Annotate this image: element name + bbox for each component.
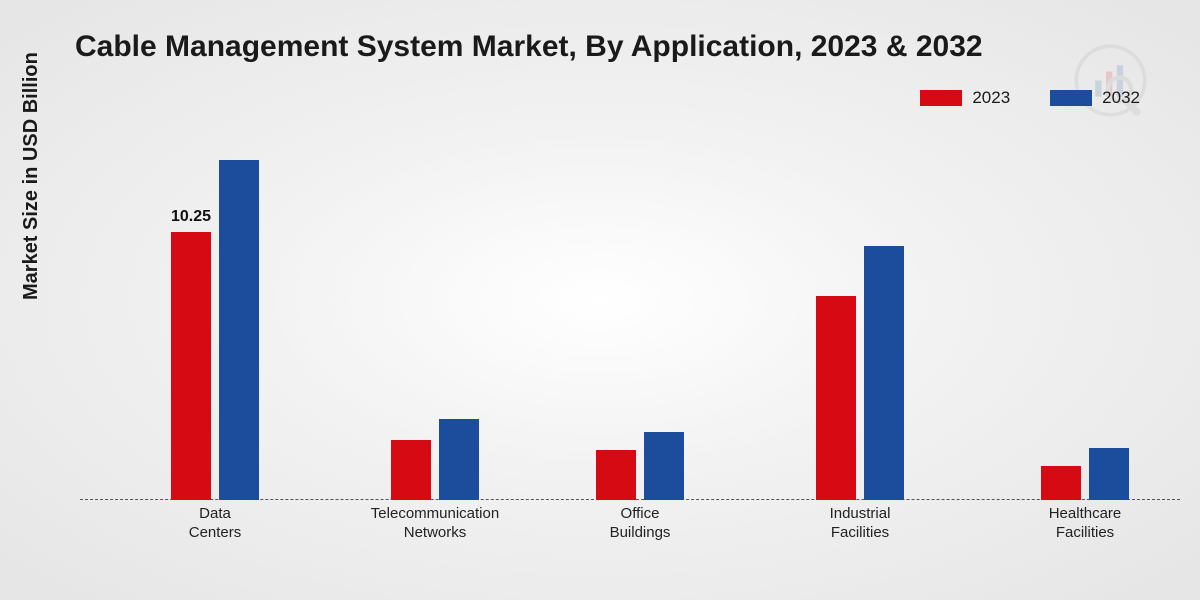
bar-2032-2 bbox=[644, 432, 684, 500]
plot-area: 10.25 bbox=[80, 160, 1180, 500]
legend: 2023 2032 bbox=[920, 88, 1140, 108]
xlabel-2: Office Buildings bbox=[610, 505, 671, 543]
bar-2023-3 bbox=[816, 296, 856, 500]
xlabel-0-line2: Centers bbox=[189, 524, 242, 541]
xlabel-1-line2: Networks bbox=[404, 524, 467, 541]
bar-value-label: 10.25 bbox=[171, 208, 211, 226]
xlabel-2-line2: Buildings bbox=[610, 524, 671, 541]
bar-2023-0 bbox=[171, 232, 211, 500]
xlabel-3-line1: Industrial bbox=[830, 505, 891, 522]
legend-swatch-2023 bbox=[920, 90, 962, 106]
xlabel-0: Data Centers bbox=[189, 505, 242, 543]
bar-2032-4 bbox=[1089, 448, 1129, 500]
xlabel-0-line1: Data bbox=[199, 505, 231, 522]
legend-swatch-2032 bbox=[1050, 90, 1092, 106]
xlabel-1: Telecommunication Networks bbox=[371, 505, 499, 543]
xlabel-4-line1: Healthcare bbox=[1049, 505, 1122, 522]
xlabel-2-line1: Office bbox=[621, 505, 660, 522]
bar-2032-1 bbox=[439, 419, 479, 500]
legend-item-2023: 2023 bbox=[920, 88, 1010, 108]
bar-2032-3 bbox=[864, 246, 904, 500]
y-axis-title: Market Size in USD Billion bbox=[20, 52, 43, 300]
bar-2032-0 bbox=[219, 160, 259, 500]
xlabel-3: Industrial Facilities bbox=[830, 505, 891, 543]
bar-2023-1 bbox=[391, 440, 431, 500]
xlabel-3-line2: Facilities bbox=[831, 524, 889, 541]
watermark-logo bbox=[1070, 40, 1160, 130]
legend-label-2023: 2023 bbox=[972, 88, 1010, 108]
chart-title: Cable Management System Market, By Appli… bbox=[75, 30, 983, 64]
xlabel-4: Healthcare Facilities bbox=[1049, 505, 1122, 543]
legend-item-2032: 2032 bbox=[1050, 88, 1140, 108]
bar-2023-2 bbox=[596, 450, 636, 500]
xlabel-1-line1: Telecommunication bbox=[371, 505, 499, 522]
legend-label-2032: 2032 bbox=[1102, 88, 1140, 108]
bar-2023-4 bbox=[1041, 466, 1081, 500]
xlabel-4-line2: Facilities bbox=[1056, 524, 1114, 541]
